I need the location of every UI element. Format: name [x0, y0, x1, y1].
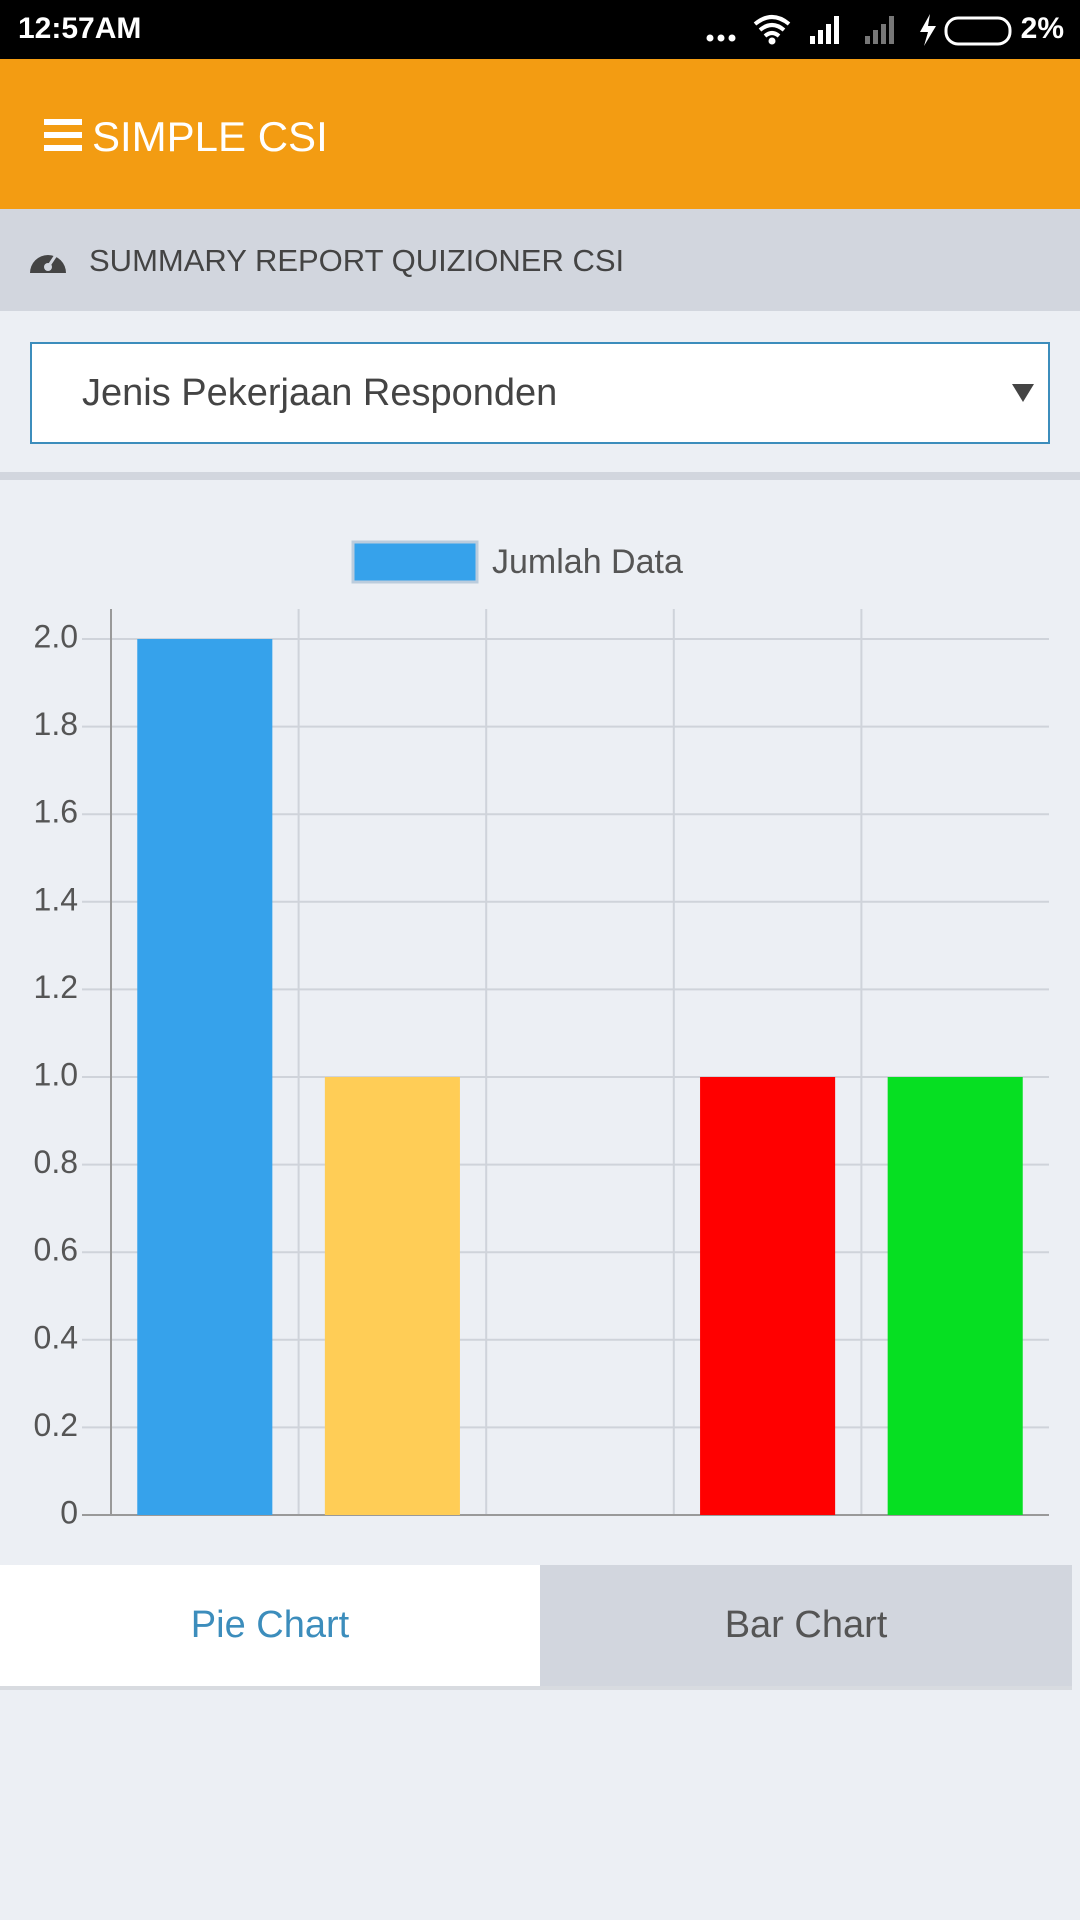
legend-label: Jumlah Data — [492, 543, 683, 581]
bar — [137, 639, 273, 1515]
bar — [887, 1077, 1023, 1515]
dropdown-value: Jenis Pekerjaan Responden — [82, 372, 558, 414]
y-tick-label: 1.2 — [34, 969, 78, 1005]
app-title: SIMPLE CSI — [92, 113, 328, 160]
separator — [0, 472, 1080, 480]
status-icons — [706, 14, 1012, 46]
y-tick-label: 1.6 — [34, 794, 78, 830]
y-tick-label: 0.6 — [34, 1232, 78, 1268]
dashboard-icon — [30, 254, 66, 273]
y-tick-label: 1.4 — [34, 881, 78, 917]
menu-icon[interactable] — [44, 119, 82, 151]
dropdown[interactable]: Jenis Pekerjaan Responden — [30, 342, 1050, 444]
clock: 12:57AM — [18, 12, 142, 45]
y-tick-label: 2.0 — [34, 618, 78, 654]
app-bar: SIMPLE CSI — [0, 59, 1080, 209]
y-tick-label: 0 — [60, 1494, 78, 1530]
header-title: SUMMARY REPORT QUIZIONER CSI — [89, 243, 625, 278]
chart: Jumlah Data 0 0.2 0.4 0.6 0.8 1.0 1.2 1.4 1.6 1.8 2… — [34, 540, 1049, 1530]
tab[interactable]: Pie Chart — [0, 1565, 540, 1690]
y-tick-label: 1.8 — [34, 706, 78, 742]
y-tick-label: 0.8 — [34, 1144, 78, 1180]
y-tick-label: 1.0 — [34, 1056, 78, 1092]
tab[interactable]: Bar Chart — [540, 1565, 1072, 1690]
bar — [324, 1077, 460, 1515]
bar — [700, 1077, 836, 1515]
dropdown-arrow — [1012, 384, 1034, 402]
y-tick-label: 0.2 — [34, 1407, 78, 1443]
legend-swatch — [351, 540, 479, 584]
page-header: SUMMARY REPORT QUIZIONER CSI — [0, 209, 1080, 311]
battery: 2% — [1020, 12, 1064, 45]
status-bar: 12:57AM 2% — [0, 0, 1080, 59]
y-tick-label: 0.4 — [34, 1319, 78, 1355]
